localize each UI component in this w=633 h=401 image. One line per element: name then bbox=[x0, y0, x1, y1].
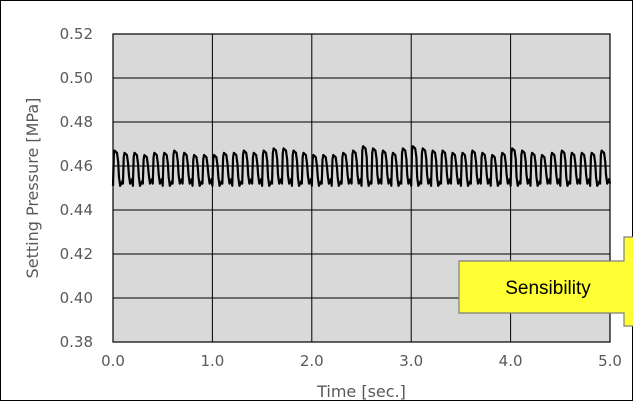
y-tick-label: 0.52 bbox=[60, 25, 93, 43]
y-tick-label: 0.46 bbox=[60, 157, 93, 175]
callout-arrow-shape bbox=[458, 236, 633, 327]
callout-label: Sensibility bbox=[505, 278, 591, 299]
y-tick-label: 0.50 bbox=[60, 69, 93, 87]
x-tick-label: 0.0 bbox=[101, 352, 125, 370]
x-tick-label: 2.0 bbox=[300, 352, 324, 370]
grid-lines bbox=[112, 33, 611, 343]
x-tick-label: 5.0 bbox=[598, 352, 622, 370]
tick-labels: 0.52 0.50 0.48 0.46 0.44 0.42 0.40 0.38 0.0 1.0 2.… bbox=[60, 25, 622, 370]
sensibility-callout: Sensibility bbox=[458, 236, 633, 327]
y-axis-label: Setting Pressure [MPa] bbox=[23, 98, 42, 279]
y-tick-label: 0.42 bbox=[60, 245, 93, 263]
x-tick-label: 1.0 bbox=[200, 352, 224, 370]
y-tick-label: 0.38 bbox=[60, 333, 93, 351]
series-line-pressure bbox=[111, 145, 612, 187]
x-axis-label: Time [sec.] bbox=[316, 382, 406, 401]
y-tick-label: 0.44 bbox=[60, 201, 93, 219]
y-tick-label: 0.48 bbox=[60, 113, 93, 131]
x-tick-label: 3.0 bbox=[399, 352, 423, 370]
y-tick-label: 0.40 bbox=[60, 289, 93, 307]
x-tick-label: 4.0 bbox=[499, 352, 523, 370]
